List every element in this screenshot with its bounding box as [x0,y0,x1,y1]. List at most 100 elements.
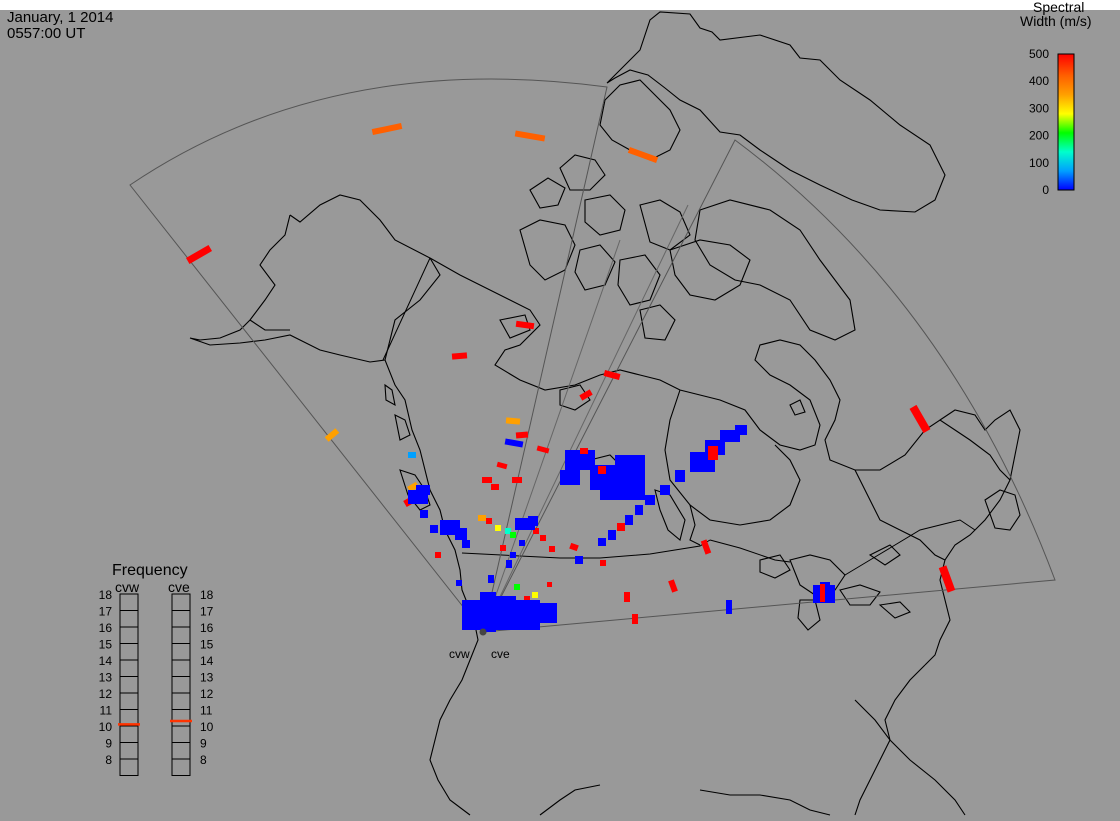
baffin-outline [694,199,856,341]
scatter-cell [624,592,630,602]
top-strip [0,0,1120,10]
colorbar-tick-label: 0 [1042,183,1049,197]
scatter-cluster [480,592,496,632]
coastlines [189,11,1021,816]
scatter-cell [371,122,403,136]
scatter-cluster [416,485,430,495]
scatter-cell [820,584,825,602]
frequency-scale-label-left: 8 [105,753,112,767]
frequency-scale-label-right: 11 [200,704,213,718]
colorbar-tick-label: 400 [1029,74,1049,88]
frequency-scale-label-right: 14 [200,654,214,668]
ellesmere-outline [599,79,681,161]
colorbar: Spectral Width (m/s) 500 400 300 200 100 0 [1020,0,1092,197]
scatter-cell [536,445,550,454]
frequency-scale-label-right: 8 [200,753,207,767]
scatter-cell [486,518,492,524]
scatter-cell [482,477,492,483]
frequency-scale-label-right: 18 [200,588,214,602]
frequency-scale-label-right: 13 [200,671,214,685]
frequency-scale-label-right: 12 [200,687,214,701]
scatter-cluster [420,510,428,518]
frequency-scale-label-right: 9 [200,737,207,751]
scatter-cluster [528,516,538,526]
colorbar-title-line1: Spectral [1033,0,1084,15]
frequency-scale-label-left: 12 [99,687,113,701]
scatter-cell [938,565,956,593]
cvw-fov-outline [129,78,608,633]
time-label: 0557:00 UT [7,25,86,42]
scatter-cell [600,560,606,566]
political-borders [382,257,976,576]
scatter-cell [627,147,659,163]
scatter-cluster [430,525,438,533]
scatter-cell [514,584,520,590]
scatter-cell [491,484,499,490]
frequency-column-cvw [119,593,139,776]
colorbar-title-line2: Width (m/s) [1020,13,1092,29]
scatter-echoes [185,122,956,632]
frequency-panel: Frequency cvw cve 18 18 17 17 16 16 15 15 14 14 13… [99,562,214,776]
scatter-cluster [506,560,512,568]
scatter-cluster [510,552,516,558]
frequency-scale-label-right: 15 [200,638,214,652]
scatter-cell [504,438,524,448]
frequency-scale-label-left: 17 [99,605,113,619]
scatter-cell [617,523,625,531]
colorbar-tick-label: 500 [1029,47,1049,61]
scatter-cell [324,428,340,442]
frequency-radar-cvw: cvw [115,579,140,595]
frequency-scale-label-right: 10 [200,720,214,734]
scatter-cell [549,546,555,552]
scatter-cluster [500,610,540,630]
scatter-cluster [608,530,616,540]
scatter-cell [515,320,535,330]
scatter-cluster [635,505,643,515]
scatter-cluster [600,480,645,500]
radar-site-marker [479,628,487,636]
scatter-cluster [455,528,467,540]
scatter-cell [512,477,522,483]
scatter-cell [540,535,546,541]
scatter-cell [598,538,606,546]
date-label: January, 1 2014 [7,9,114,26]
scatter-cell [632,614,638,624]
cve-fov-outline [482,139,1056,633]
scatter-cell [579,389,593,401]
scatter-cell [726,600,732,614]
hudson-bay-outline [664,389,801,526]
scatter-cell [514,130,546,142]
scatter-cell [700,539,712,555]
scatter-cell [519,540,525,546]
alaska-canada-border [382,257,431,361]
frequency-radar-cve: cve [168,579,190,595]
radar-fov [129,78,1056,633]
scatter-cell [532,592,538,598]
frequency-scale-label-right: 16 [200,621,214,635]
radar-label-cve: cve [491,647,510,661]
scatter-cluster [488,575,494,583]
scatter-cell [185,244,213,265]
frequency-scale-label-left: 15 [99,638,113,652]
scatter-cluster [560,470,580,485]
radar-label-cvw: cvw [449,647,470,661]
us-canada-border [461,539,711,559]
scatter-cell [435,552,441,558]
scatter-cluster [535,603,557,623]
scatter-cell [510,532,516,538]
scatter-cell [505,528,511,534]
frequency-scale-label-left: 16 [99,621,113,635]
scatter-cell [575,556,583,564]
scatter-cell [569,542,579,552]
scatter-cell [495,525,501,531]
scatter-cell [547,582,552,587]
greenland-outline [606,11,946,213]
frequency-scale-label-left: 18 [99,588,113,602]
arctic-coast-outline [429,257,1011,666]
scatter-cell [708,446,718,460]
frequency-scale-label-left: 10 [99,720,113,734]
colorbar-tick-label: 100 [1029,156,1049,170]
scatter-cluster [675,470,685,482]
timestamp: January, 1 2014 0557:00 UT [7,10,113,42]
